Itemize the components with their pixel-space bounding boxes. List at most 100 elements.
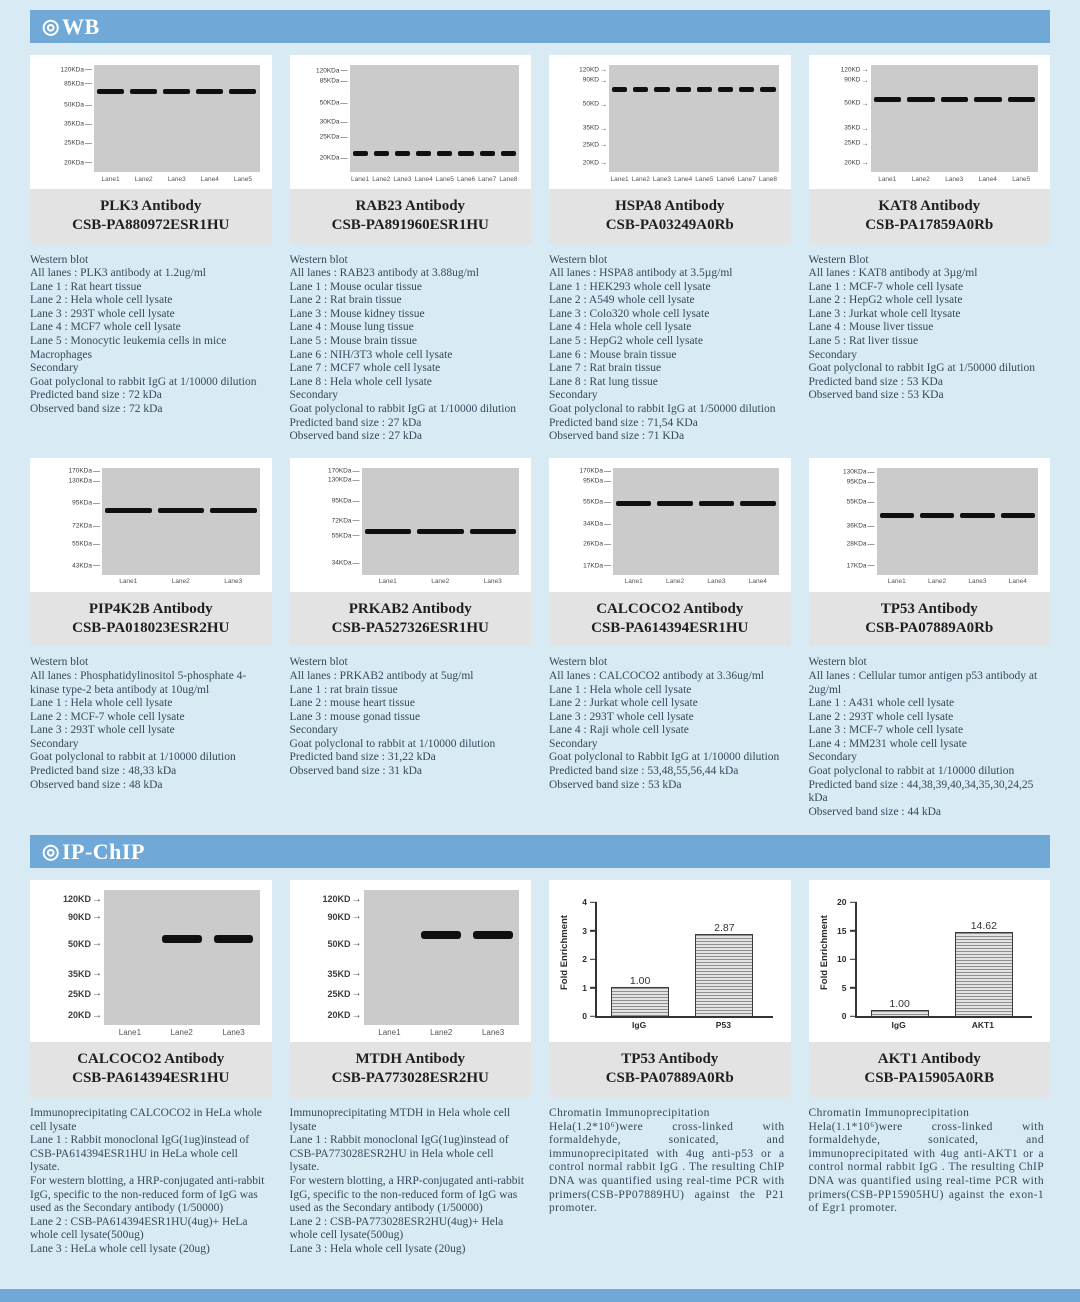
description-line: Goat polyclonal to Rabbit IgG at 1/10000…	[549, 751, 780, 764]
figure-card: 120KDa —85KDa —50KDa —30KDa —25KDa —20KDa — Lan…	[289, 55, 531, 244]
lane-labels: Lane1 Lane2 Lane3	[364, 1026, 520, 1038]
lane-label: Lane3	[481, 1027, 505, 1037]
mw-marker-pointer-icon: —	[867, 469, 875, 477]
y-tick-mark	[849, 930, 857, 932]
description-line: Lane 4 : Raji whole cell lysate	[549, 724, 689, 737]
mw-marker: 34KDa —	[298, 560, 360, 568]
catalog-number: CSB-PA891960ESR1HU	[331, 216, 489, 233]
mw-marker: 170KDa —	[298, 468, 360, 475]
ip-chip-section-header: ◎ IP-ChIP	[30, 835, 1050, 869]
mw-marker-pointer-icon: —	[93, 468, 100, 476]
description-line: Lane 4 : MM231 whole cell lysate	[808, 737, 967, 750]
lane-label: Lane2	[431, 578, 450, 586]
chart-plot-area: 0 5 10 15 20 1.00 IgG 14.62 AKT1	[837, 897, 1032, 1030]
mw-marker-pointer-icon: —	[352, 560, 360, 568]
mw-marker: 90KD →	[38, 912, 102, 922]
figure-card: 170KDa —130KDa —95KDa —72KDa —55KDa —34KDa — La…	[289, 457, 531, 647]
lane-label: Lane7	[478, 175, 497, 183]
description-line: Observed band size : 31 kDa	[289, 765, 423, 778]
gel-membrane	[104, 890, 260, 1026]
y-tick-mark	[849, 987, 857, 989]
mw-marker-label: 50KD	[67, 938, 91, 949]
description-line: For western blotting, a HRP-conjugated a…	[289, 1174, 524, 1215]
mw-marker: 72KDa —	[298, 518, 360, 525]
protein-band	[1000, 512, 1035, 518]
antibody-name: TP53 Antibody	[880, 600, 978, 617]
lane-label: Lane1	[101, 175, 120, 183]
card-description: Western blot All lanes : HSPA8 antibody a…	[549, 254, 791, 444]
mw-marker-pointer-icon: —	[85, 140, 92, 148]
mw-marker: 90KD →	[298, 912, 361, 922]
mw-marker-pointer-icon: —	[340, 119, 348, 127]
description-line: Lane 1 : rat brain tissue	[289, 683, 398, 696]
mw-marker-label: 35KD	[327, 968, 351, 979]
description-line: Lane 3 : mouse gonad tissue	[289, 710, 421, 723]
lane-label: Lane7	[737, 175, 756, 183]
lane-label: Lane8	[758, 175, 777, 183]
card-description: Immunoprecipitating MTDH in Hela whole c…	[290, 1107, 532, 1257]
protein-band	[907, 97, 935, 103]
gel-membrane	[870, 65, 1038, 172]
protein-band	[417, 528, 464, 534]
antibody-name: HSPA8 Antibody	[615, 198, 725, 214]
mw-marker-label: 25KD	[327, 988, 351, 999]
mw-marker-label: 36KDa	[846, 522, 867, 530]
description-line: Lane 3 : Colo320 whole cell lysate	[549, 307, 710, 320]
card-description: Immunoprecipitating CALCOCO2 in HeLa who…	[30, 1107, 272, 1257]
chart-bar: 2.87	[695, 922, 754, 1017]
protein-bands	[362, 528, 520, 534]
mw-marker-label: 26KDa	[583, 540, 603, 548]
description-line: Lane 2 : A549 whole cell lysate	[549, 294, 695, 307]
mw-marker-label: 30KDa	[319, 118, 340, 126]
footer-bar	[0, 1289, 1080, 1302]
western-blot-figure: 120KDa —85KDa —50KDa —35KDa —25KDa —20KDa — Lan…	[30, 55, 272, 189]
mw-marker-pointer-icon: →	[861, 159, 869, 167]
protein-band	[698, 500, 735, 506]
catalog-number: CSB-PA07889A0Rb	[605, 1070, 734, 1087]
description-line: Goat polyclonal to rabbit IgG at 1/50000…	[549, 403, 776, 416]
antibody-name: PRKAB2 Antibody	[348, 600, 472, 617]
card-title-strip: HSPA8 Antibody CSB-PA03249A0Rb	[549, 189, 791, 244]
y-tick-label: 5	[841, 982, 847, 993]
figure-card: Fold Enrichment 0 5 10 15 20 1.00 IgG 14.62 AKT1 A…	[808, 880, 1050, 1097]
description-line: Observed band size : 53 kDa	[549, 778, 682, 791]
mw-marker-label: 20KD	[582, 159, 599, 167]
mw-marker-pointer-icon: —	[85, 66, 92, 74]
section-wb: ◎ WB 120KDa —85KDa —50KDa —35KDa —25KDa —20KD…	[30, 10, 1051, 819]
mw-marker-label: 25KDa	[64, 139, 84, 147]
description-line: Secondary	[808, 348, 858, 361]
antibody-card: 120KD → 90KD → 50KD → 35KD → 25KD → 20KD → Lane1 Lane…	[289, 880, 532, 1257]
mw-marker-label: 55KDa	[331, 532, 352, 540]
protein-band	[696, 87, 712, 93]
lane-label: Lane5	[435, 175, 454, 183]
description-line: Chromatin Immunoprecipitation	[549, 1106, 710, 1119]
card-description: Western blot All lanes : CALCOCO2 antibod…	[549, 656, 791, 792]
description-line: Lane 2 : CSB-PA614394ESR1HU(4ug)+ HeLa w…	[30, 1215, 248, 1242]
x-category-label: IgG	[891, 1020, 906, 1031]
mw-marker: 95KDa —	[38, 500, 100, 507]
mw-marker-pointer-icon: —	[604, 499, 611, 507]
mw-marker-label: 170KDa	[579, 467, 604, 475]
lane-label: Lane3	[224, 578, 243, 586]
mw-marker: 43KDa —	[38, 562, 100, 569]
lane-label: Lane2	[666, 578, 685, 586]
description-line: Chromatin Immunoprecipitation	[808, 1106, 970, 1119]
mw-marker-pointer-icon: —	[340, 78, 348, 86]
mw-marker-label: 50KD	[327, 938, 351, 949]
lane-label: Lane1	[378, 1027, 401, 1037]
gel-membrane	[102, 467, 260, 575]
mw-marker-pointer-icon: →	[600, 159, 607, 167]
figure-card: 120KD → 90KD → 50KD → 35KD → 25KD → 20KD → Lane1 Lane…	[549, 55, 791, 244]
description-line: Western blot	[549, 656, 608, 669]
mw-marker-pointer-icon: —	[85, 80, 92, 88]
protein-band	[717, 87, 734, 93]
mw-marker-pointer-icon: —	[604, 562, 611, 570]
card-description: Western blot All lanes : Cellular tumor a…	[809, 656, 1051, 819]
mw-marker-pointer-icon: →	[351, 988, 362, 1000]
protein-band	[473, 930, 513, 939]
lane-label: Lane5	[695, 175, 714, 183]
card-title-strip: CALCOCO2 Antibody CSB-PA614394ESR1HU	[30, 1042, 272, 1097]
protein-band	[960, 512, 995, 518]
card-description: Western blot All lanes : RAB23 antibody a…	[290, 254, 532, 444]
